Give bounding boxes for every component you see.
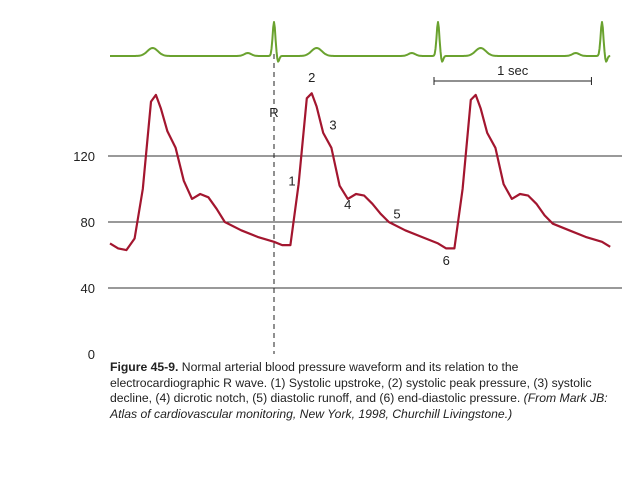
blood-pressure-trace	[109, 92, 611, 252]
scale-bar-label: 1 sec	[497, 63, 529, 78]
y-tick-label: 0	[88, 347, 95, 360]
annotation-5: 5	[393, 207, 400, 222]
waveform-annotations: R 1 2 3 4 5 6	[269, 70, 450, 268]
y-tick-label: 80	[81, 215, 95, 230]
annotation-1: 1	[288, 174, 295, 189]
time-scale-bar: 1 sec	[433, 63, 592, 85]
annotation-2: 2	[308, 70, 315, 85]
ecg-trace	[109, 21, 611, 63]
caption-text: Normal arterial blood pressure waveform …	[110, 360, 592, 406]
annotation-R: R	[269, 105, 278, 120]
annotation-6: 6	[443, 253, 450, 268]
figure-caption: Figure 45-9. Normal arterial blood press…	[110, 360, 630, 422]
annotation-4: 4	[344, 197, 351, 212]
caption-source: (From Mark JB: Atlas of cardiovascular m…	[110, 391, 608, 421]
annotation-3: 3	[329, 118, 336, 133]
figure-label: Figure 45-9.	[110, 360, 179, 374]
grid-lines	[108, 155, 622, 289]
y-tick-labels: 0 40 80 120	[73, 149, 95, 360]
y-tick-label: 40	[81, 281, 95, 296]
y-tick-label: 120	[73, 149, 95, 164]
blood-pressure-figure: 0 40 80 120 R 1 2 3 4 5 6 1 sec	[73, 21, 622, 360]
